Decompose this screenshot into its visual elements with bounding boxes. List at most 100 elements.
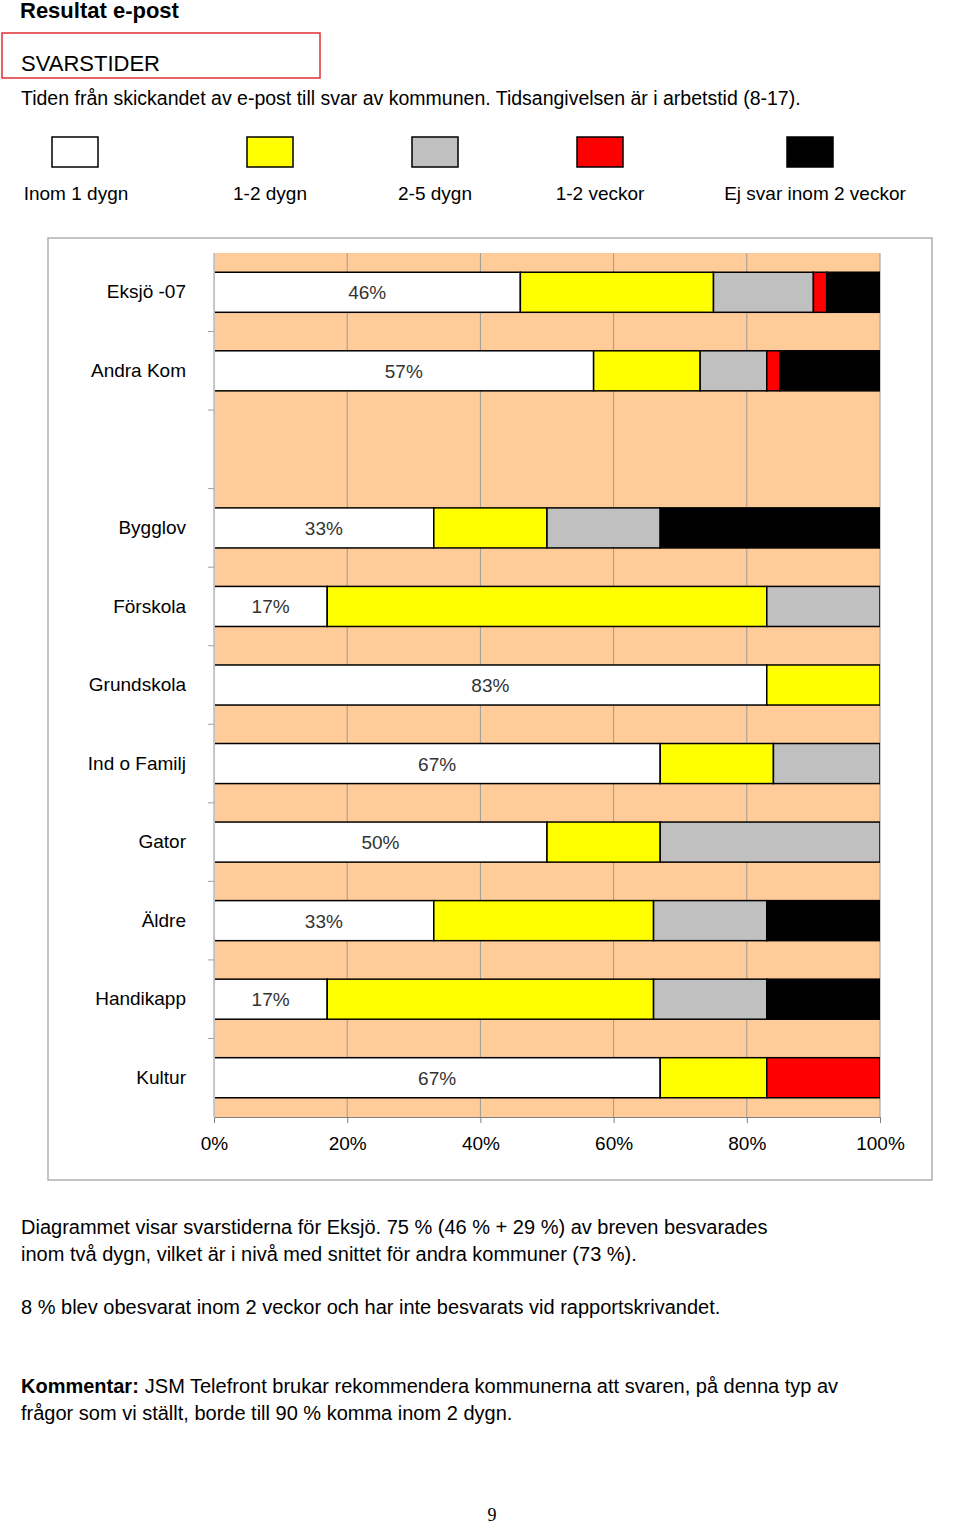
row-tick [208, 331, 214, 332]
page-number: 9 [488, 1505, 497, 1523]
tick: 60% [595, 1117, 633, 1154]
bar [700, 351, 767, 391]
bar [767, 979, 880, 1019]
plot-area [214, 253, 880, 1117]
bar [813, 272, 826, 312]
chart-frame [48, 238, 932, 1180]
bar [880, 744, 881, 784]
category-label: Gator [138, 831, 186, 852]
bar [214, 744, 660, 784]
category-label: Bygglov [118, 517, 186, 538]
legend-item: 1-2 dygn [233, 137, 307, 204]
legend-item: 2-5 dygn [398, 137, 472, 204]
paragraph-line: Diagrammet visar svarstiderna för Eksjö.… [21, 1216, 767, 1238]
bar [214, 1058, 660, 1098]
y-axis: Eksjö -07Andra KomBygglovFörskolaGrundsk… [88, 254, 215, 1118]
comment-label: Kommentar: [21, 1375, 139, 1397]
bar [660, 508, 880, 548]
grid [214, 253, 880, 1117]
tick: Kultur [136, 1067, 214, 1088]
bar [880, 586, 881, 626]
bar [880, 822, 881, 862]
tick-mark [747, 1117, 748, 1123]
bar [547, 822, 660, 862]
bar [214, 901, 434, 941]
legend-label: 1-2 dygn [233, 183, 307, 204]
category-label: Eksjö -07 [107, 281, 186, 302]
bar [214, 822, 547, 862]
data-labels: 46%57%33%17%83%67%50%33%17%67% [252, 282, 510, 1088]
bar [780, 351, 880, 391]
tick: 20% [329, 1117, 367, 1154]
bar [880, 1058, 881, 1098]
page-header: Resultat e-post [20, 0, 180, 23]
category-label: Äldre [142, 910, 186, 931]
comment-line: Kommentar: JSM Telefront brukar rekommend… [21, 1375, 838, 1397]
axis-line [214, 254, 215, 1118]
row-tick [208, 567, 214, 568]
legend-swatch [247, 137, 293, 167]
row-tick [208, 488, 214, 489]
comment-text: JSM Telefront brukar rekommendera kommun… [145, 1375, 838, 1397]
bar [434, 508, 547, 548]
bar [827, 272, 880, 312]
category-label: Förskola [113, 596, 186, 617]
tick: Förskola [113, 596, 214, 617]
x-axis: 0% 20% 40% 60% 80% 100% [201, 1117, 905, 1154]
bar [214, 351, 594, 391]
data-label: 17% [252, 596, 290, 617]
bar [880, 665, 881, 705]
tick: Eksjö -07 [107, 281, 214, 302]
tick: Bygglov [118, 517, 214, 538]
tick-label: 80% [728, 1133, 766, 1154]
tick-label: 20% [329, 1133, 367, 1154]
legend-label: Ej svar inom 2 veckor [724, 183, 906, 204]
bar [327, 586, 767, 626]
data-label: 67% [418, 754, 456, 775]
bars [214, 272, 880, 1098]
legend-item: Inom 1 dygn [24, 137, 129, 204]
bar [520, 272, 713, 312]
tick-mark [614, 1117, 615, 1123]
bar [434, 901, 654, 941]
tick: 40% [462, 1117, 500, 1154]
data-label: 67% [418, 1068, 456, 1089]
bar [767, 1058, 880, 1098]
tick: 80% [728, 1117, 766, 1154]
bar [767, 665, 880, 705]
row-tick [208, 959, 214, 960]
bar [767, 351, 780, 391]
tick: Äldre [142, 910, 214, 931]
category-label: Andra Kom [91, 360, 186, 381]
bar [880, 822, 881, 862]
bar [880, 665, 881, 705]
tick-mark [347, 1117, 348, 1123]
bar [594, 351, 701, 391]
bar [773, 744, 880, 784]
tick-mark [480, 1117, 481, 1123]
bar [660, 744, 773, 784]
page: Resultat e-postSVARSTIDERTiden från skic… [0, 0, 960, 1523]
bar [214, 665, 767, 705]
bar [654, 901, 767, 941]
data-label: 46% [348, 282, 386, 303]
legend-item: 1-2 veckor [556, 137, 645, 204]
bar [654, 979, 767, 1019]
title-box [2, 33, 320, 78]
tick: 0% [201, 1117, 229, 1154]
data-label: 33% [305, 518, 343, 539]
bar [660, 1058, 767, 1098]
paragraph-line: inom två dygn, vilket är i nivå med snit… [21, 1243, 637, 1265]
row-tick [208, 802, 214, 803]
tick: Andra Kom [91, 360, 214, 381]
legend-label: Inom 1 dygn [24, 183, 129, 204]
legend-swatch [577, 137, 623, 167]
row-tick [208, 724, 214, 725]
tick: Ind o Familj [88, 753, 214, 774]
category-label: Kultur [136, 1067, 186, 1088]
bar [880, 744, 881, 784]
paragraph-line: 8 % blev obesvarat inom 2 veckor och har… [21, 1296, 720, 1318]
bar [214, 272, 520, 312]
tick-label: 100% [856, 1133, 905, 1154]
grid-line [214, 253, 215, 1117]
